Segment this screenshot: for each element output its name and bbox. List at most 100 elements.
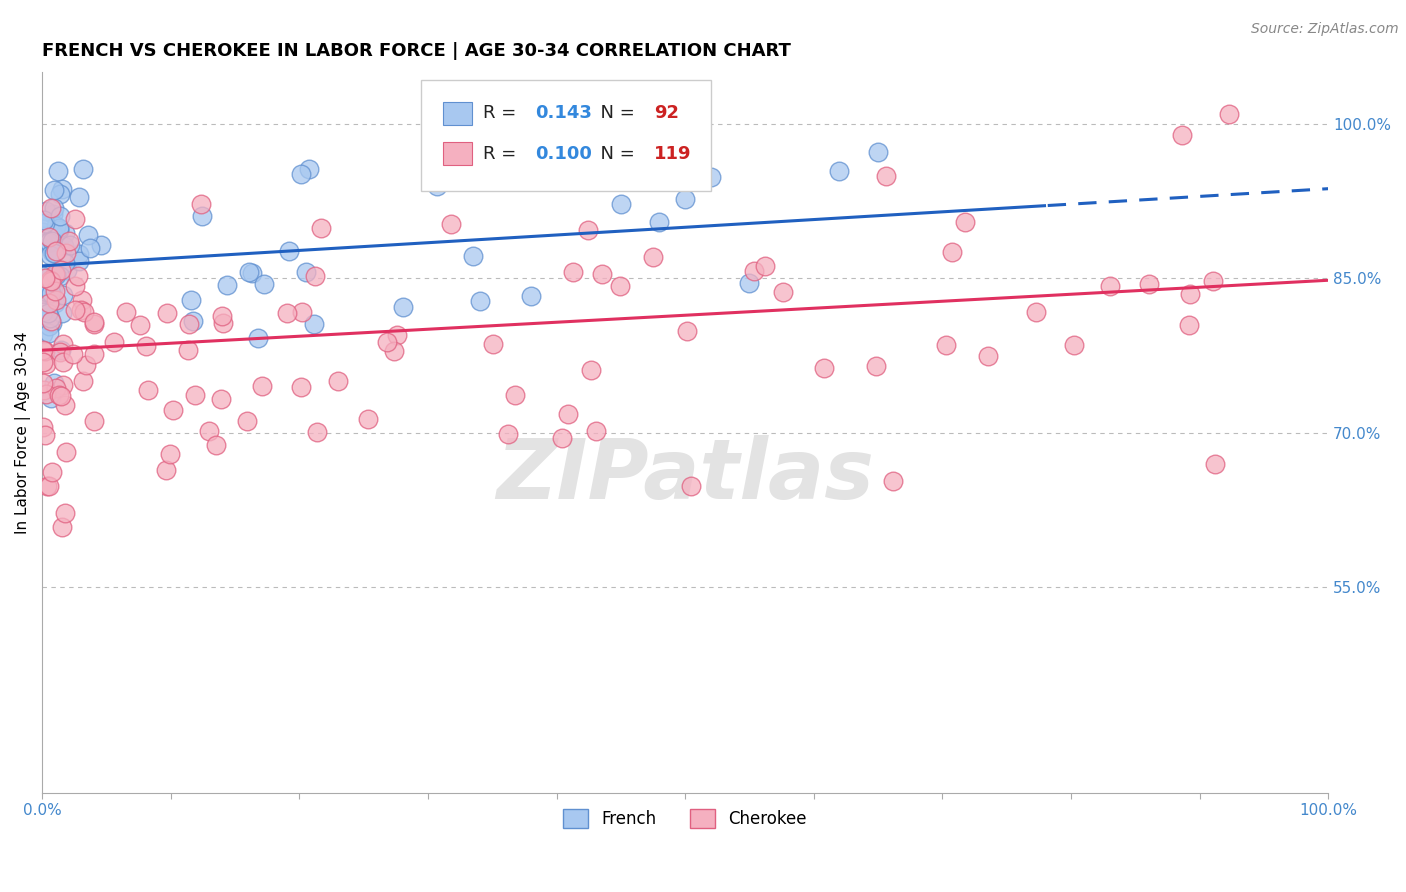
Point (53, 398, 76, 412)
Point (34, 383, 56, 397)
Point (311, 220, 333, 235)
Point (38, 326, 60, 340)
Point (585, 425, 607, 439)
Point (35, 285, 58, 299)
Point (468, 294, 491, 309)
Point (44, 267, 66, 281)
Point (48, 223, 70, 237)
Point (52, 337, 75, 351)
Text: ZIPatlas: ZIPatlas (496, 435, 875, 516)
Point (45, 244, 67, 258)
Point (41, 244, 63, 259)
Point (240, 266, 263, 280)
Point (34, 276, 56, 290)
Text: Source: ZipAtlas.com: Source: ZipAtlas.com (1251, 22, 1399, 37)
Point (42, 227, 65, 241)
Point (676, 324, 699, 338)
Point (1137, 277, 1160, 291)
Point (496, 427, 519, 442)
Point (482, 337, 505, 351)
Point (45, 219, 67, 233)
Point (32, 269, 55, 284)
Point (290, 167, 312, 181)
Point (276, 306, 298, 320)
Point (32, 226, 55, 240)
Point (813, 361, 835, 376)
Point (681, 479, 703, 493)
Point (643, 251, 665, 265)
Point (882, 474, 904, 488)
Point (32, 236, 55, 251)
Point (45, 381, 67, 395)
Point (38, 235, 60, 249)
Point (32, 420, 55, 434)
Point (135, 339, 157, 353)
Point (72, 161, 94, 176)
Point (58, 234, 80, 248)
Point (48, 220, 70, 235)
Point (250, 378, 273, 392)
Point (1202, 274, 1225, 288)
Point (875, 169, 897, 184)
Point (38, 479, 60, 493)
Point (520, 289, 543, 303)
Point (155, 463, 177, 477)
Text: R =: R = (484, 145, 522, 163)
Point (38, 230, 60, 244)
Text: N =: N = (589, 145, 640, 163)
Point (977, 349, 1000, 363)
Point (591, 267, 613, 281)
Point (37, 285, 59, 300)
Point (51, 182, 73, 196)
Point (39, 274, 62, 288)
Point (41, 465, 63, 479)
Point (1204, 457, 1226, 471)
Point (46, 163, 69, 178)
Point (391, 300, 413, 314)
Point (935, 337, 957, 351)
Point (673, 192, 696, 206)
Point (39, 392, 62, 406)
Point (177, 343, 200, 357)
Point (32, 228, 55, 243)
Point (215, 278, 238, 293)
Point (42, 246, 65, 260)
Point (159, 447, 181, 461)
Point (83, 315, 105, 329)
Point (35, 313, 58, 327)
Point (49, 209, 72, 223)
Point (503, 387, 526, 401)
Point (865, 359, 887, 373)
Point (34, 428, 56, 442)
Point (772, 285, 794, 300)
Point (38, 235, 60, 249)
Point (39, 286, 62, 301)
Point (382, 344, 405, 359)
Point (44, 296, 66, 310)
Point (34, 344, 56, 359)
Point (63, 211, 86, 226)
Text: R =: R = (484, 104, 522, 122)
Point (558, 154, 581, 169)
Point (39, 273, 62, 287)
Point (35, 357, 58, 371)
Point (1063, 337, 1085, 351)
Point (34, 292, 56, 306)
Y-axis label: In Labor Force | Age 30-34: In Labor Force | Age 30-34 (15, 331, 31, 533)
Point (44, 284, 66, 298)
Point (463, 249, 485, 263)
Point (32, 354, 55, 368)
Point (294, 265, 316, 279)
Point (754, 259, 776, 273)
Point (180, 293, 202, 307)
Point (551, 430, 574, 444)
Point (610, 196, 633, 211)
Text: 0.100: 0.100 (534, 145, 592, 163)
Point (49, 263, 72, 277)
Point (700, 170, 723, 185)
Point (246, 331, 269, 345)
Point (305, 425, 328, 439)
Point (128, 318, 150, 332)
Point (34, 271, 56, 285)
Point (48, 186, 70, 201)
